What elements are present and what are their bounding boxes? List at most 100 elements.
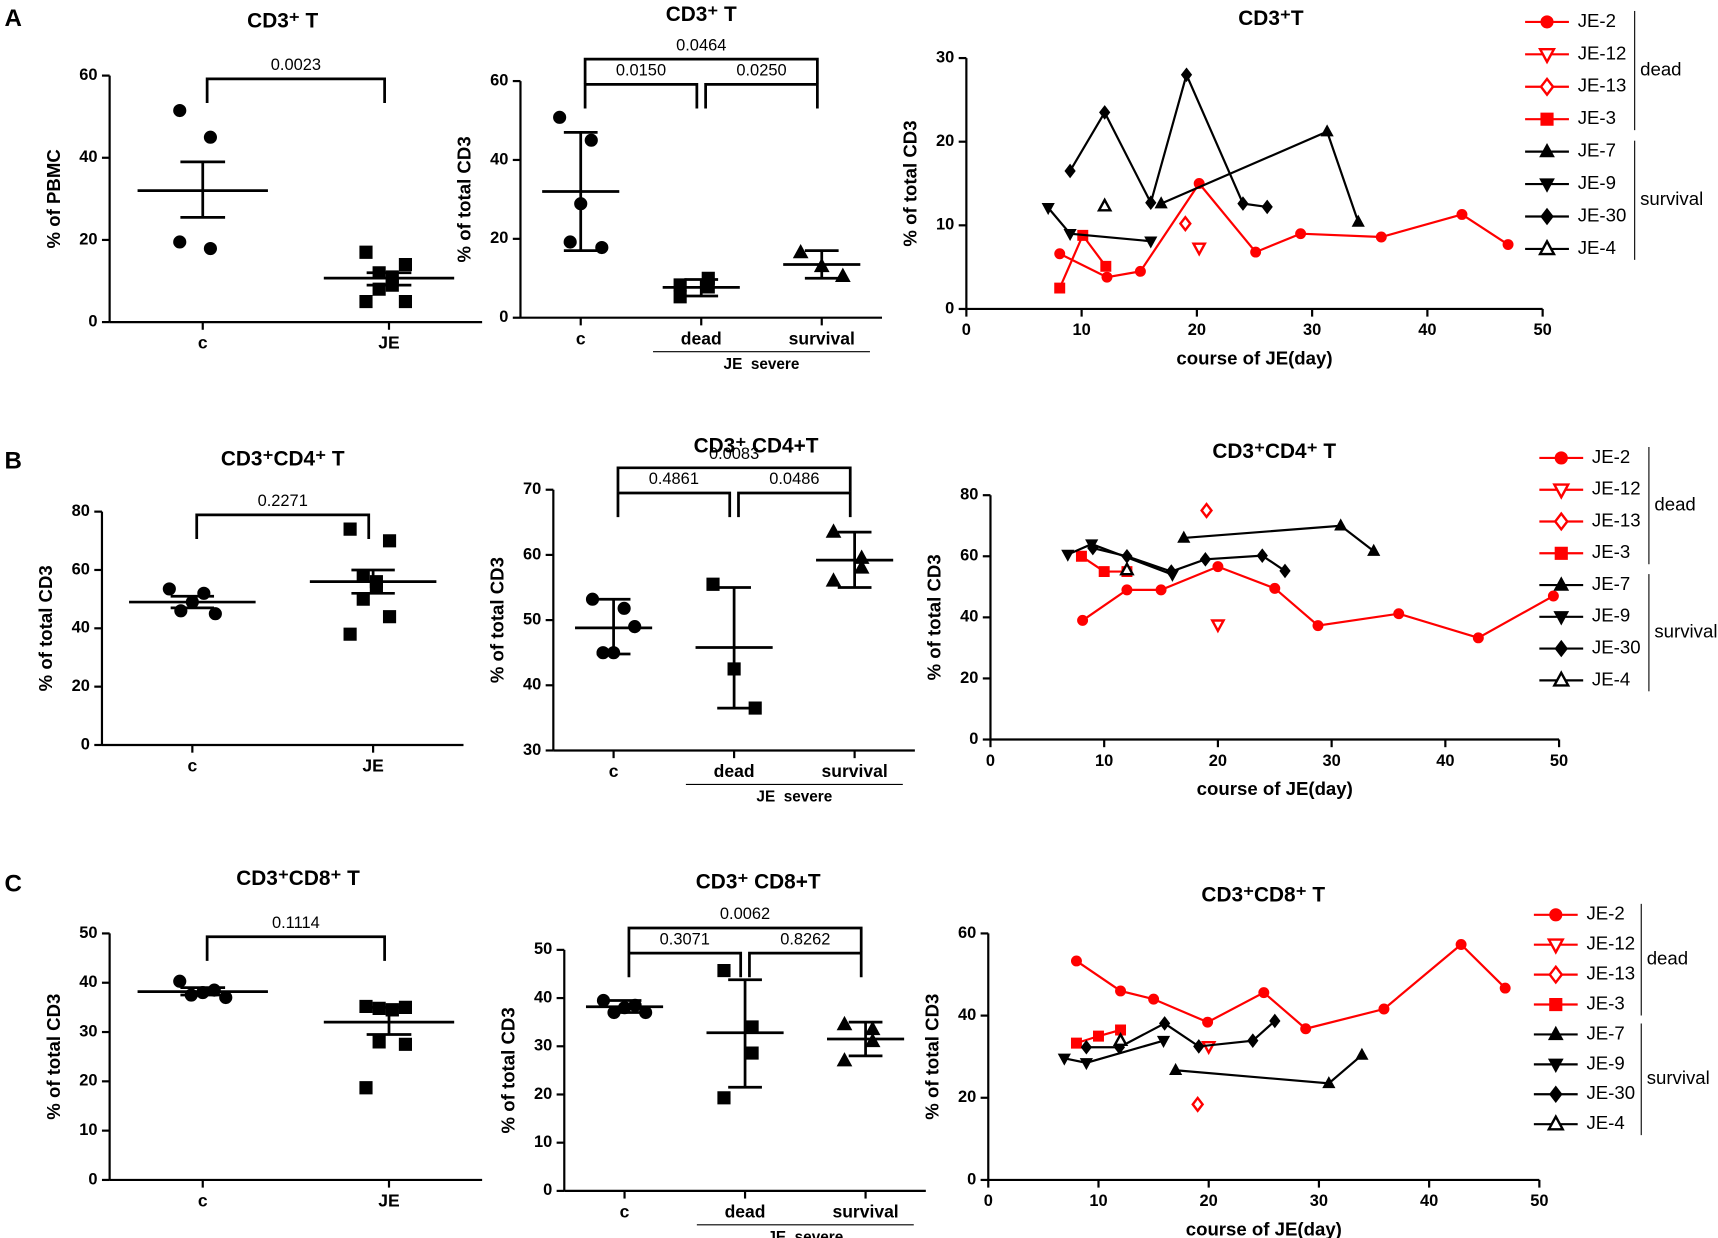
y-tick-label: 50 bbox=[534, 940, 552, 958]
data-point bbox=[1258, 987, 1270, 998]
y-tick-label: 20 bbox=[79, 230, 97, 248]
chart-title: CD3⁺ CD8+T bbox=[696, 871, 821, 894]
data-point bbox=[553, 110, 567, 124]
x-tick-label: 50 bbox=[1530, 1192, 1548, 1210]
series-line bbox=[1175, 1054, 1363, 1085]
legend-marker bbox=[1549, 908, 1563, 922]
legend-marker bbox=[1553, 576, 1570, 591]
legend-label: JE-3 bbox=[1592, 541, 1630, 562]
y-tick-label: 40 bbox=[490, 150, 508, 168]
data-point bbox=[1087, 540, 1099, 556]
x-tick-label: 0 bbox=[962, 321, 971, 339]
y-axis-label: % of total CD3 bbox=[497, 1007, 518, 1133]
data-point bbox=[584, 133, 598, 147]
p-value: 0.0486 bbox=[769, 470, 819, 488]
p-value: 0.2271 bbox=[258, 492, 308, 510]
data-point bbox=[1177, 530, 1191, 543]
y-tick-label: 40 bbox=[79, 148, 97, 166]
data-point bbox=[1547, 590, 1559, 602]
x-tick-label: c bbox=[620, 1201, 630, 1221]
p-value: 0.4861 bbox=[649, 470, 699, 488]
data-point bbox=[1178, 215, 1192, 233]
data-point bbox=[1250, 246, 1262, 258]
data-point bbox=[834, 267, 851, 282]
legend-marker bbox=[1548, 964, 1564, 985]
y-tick-label: 30 bbox=[936, 48, 954, 66]
data-point bbox=[1156, 1035, 1171, 1048]
legend-label: JE-4 bbox=[1592, 668, 1630, 689]
data-point bbox=[1312, 620, 1324, 632]
data-point bbox=[1096, 197, 1113, 212]
legend-label: JE-13 bbox=[1592, 509, 1641, 530]
chart-title: CD3⁺ T bbox=[666, 3, 737, 26]
data-point bbox=[706, 577, 720, 591]
data-point bbox=[359, 1081, 373, 1095]
legend-label: JE-4 bbox=[1578, 237, 1616, 258]
chart-title: CD3⁺T bbox=[1238, 7, 1304, 30]
y-tick-label: 60 bbox=[79, 66, 97, 84]
y-tick-label: 30 bbox=[79, 1022, 97, 1040]
y-tick-label: 40 bbox=[960, 608, 978, 626]
series-line bbox=[1160, 130, 1360, 223]
data-point bbox=[836, 1015, 853, 1031]
legend-label: JE-2 bbox=[1592, 446, 1630, 467]
data-point bbox=[1148, 993, 1160, 1005]
legend-label: JE-7 bbox=[1578, 140, 1616, 161]
legend-label: JE-3 bbox=[1586, 992, 1624, 1013]
data-point bbox=[1355, 1047, 1369, 1060]
data-point bbox=[1295, 228, 1307, 240]
x-tick-label: 30 bbox=[1322, 752, 1340, 770]
data-point bbox=[1300, 1023, 1312, 1035]
data-point bbox=[1351, 214, 1365, 227]
legend-group-label: dead bbox=[1654, 494, 1695, 515]
x-axis-label: course of JE(day) bbox=[1176, 347, 1332, 368]
legend-marker bbox=[1553, 611, 1570, 626]
data-point bbox=[203, 130, 217, 144]
data-point bbox=[836, 1052, 853, 1067]
legend-marker bbox=[1549, 1085, 1563, 1103]
data-point bbox=[1502, 239, 1514, 250]
legend-group-label: survival bbox=[1640, 188, 1703, 209]
legend-label: JE-30 bbox=[1586, 1082, 1635, 1103]
data-point bbox=[1393, 608, 1405, 620]
data-point bbox=[745, 1020, 759, 1034]
data-point bbox=[1063, 228, 1077, 241]
y-axis-label: % of total CD3 bbox=[486, 557, 507, 683]
data-point bbox=[382, 610, 397, 624]
data-point bbox=[1080, 1039, 1092, 1055]
data-point bbox=[1121, 548, 1133, 564]
y-tick-label: 10 bbox=[936, 216, 954, 234]
data-point bbox=[1101, 271, 1113, 283]
data-point bbox=[1200, 502, 1213, 519]
data-point bbox=[1054, 282, 1066, 294]
x-tick-label: 20 bbox=[1200, 1192, 1218, 1210]
data-point bbox=[1237, 196, 1249, 211]
p-value: 0.0150 bbox=[616, 62, 666, 80]
data-point bbox=[1456, 209, 1468, 220]
y-tick-label: 50 bbox=[523, 610, 541, 628]
data-point bbox=[1064, 163, 1076, 179]
y-tick-label: 10 bbox=[534, 1133, 552, 1151]
legend-label: JE-3 bbox=[1578, 107, 1616, 128]
y-axis-label: % of total CD3 bbox=[921, 994, 942, 1120]
data-point bbox=[1191, 242, 1207, 257]
legend-label: JE-30 bbox=[1592, 637, 1641, 658]
data-point bbox=[1199, 552, 1212, 567]
series-line bbox=[1075, 943, 1506, 1030]
x-tick-label: 20 bbox=[1188, 321, 1206, 339]
y-tick-label: 20 bbox=[490, 229, 508, 247]
y-tick-label: 80 bbox=[960, 486, 978, 504]
group-label: JE severe bbox=[724, 356, 800, 373]
data-point bbox=[173, 974, 187, 988]
x-tick-label: JE bbox=[378, 333, 399, 353]
y-axis-label: % of total CD3 bbox=[454, 136, 475, 262]
x-tick-label: dead bbox=[714, 761, 755, 781]
data-point bbox=[162, 582, 176, 596]
group-label: JE severe bbox=[767, 1229, 843, 1238]
data-point bbox=[382, 534, 397, 548]
data-point bbox=[1320, 124, 1334, 137]
data-point bbox=[173, 103, 187, 118]
y-tick-label: 0 bbox=[499, 308, 508, 326]
data-point bbox=[1256, 548, 1268, 563]
